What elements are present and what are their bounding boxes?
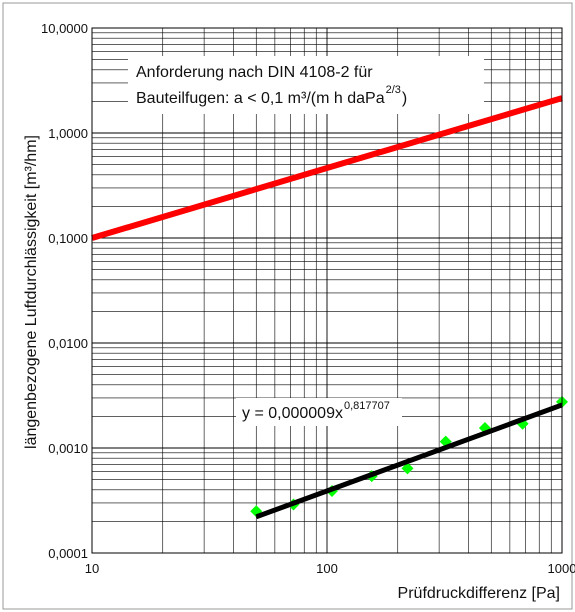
requirement-label-close: ) bbox=[402, 90, 407, 107]
x-tick-label: 1000 bbox=[548, 561, 575, 576]
y-tick-label: 0,0100 bbox=[48, 336, 88, 351]
requirement-label-line1: Anforderung nach DIN 4108-2 für bbox=[136, 64, 373, 81]
y-axis-title: längenbezogene Luftdurchlässigkeit [m³/h… bbox=[23, 135, 40, 449]
y-tick-label: 0,0010 bbox=[48, 441, 88, 456]
y-tick-label: 0,0001 bbox=[48, 546, 88, 561]
fit-equation-exponent: 0,817707 bbox=[344, 400, 390, 412]
fit-equation: y = 0,000009x bbox=[242, 405, 343, 422]
y-tick-label: 0,1000 bbox=[48, 231, 88, 246]
y-tick-label: 10,0000 bbox=[41, 21, 88, 36]
y-tick-label: 1,0000 bbox=[48, 126, 88, 141]
requirement-label-line2: Bauteilfugen: a < 0,1 m³/(m h daPa bbox=[136, 90, 385, 107]
x-tick-label: 10 bbox=[85, 561, 99, 576]
requirement-label-superscript: 2/3 bbox=[386, 84, 401, 96]
x-axis-title: Prüfdruckdifferenz [Pa] bbox=[398, 585, 560, 602]
x-tick-label: 100 bbox=[316, 561, 338, 576]
